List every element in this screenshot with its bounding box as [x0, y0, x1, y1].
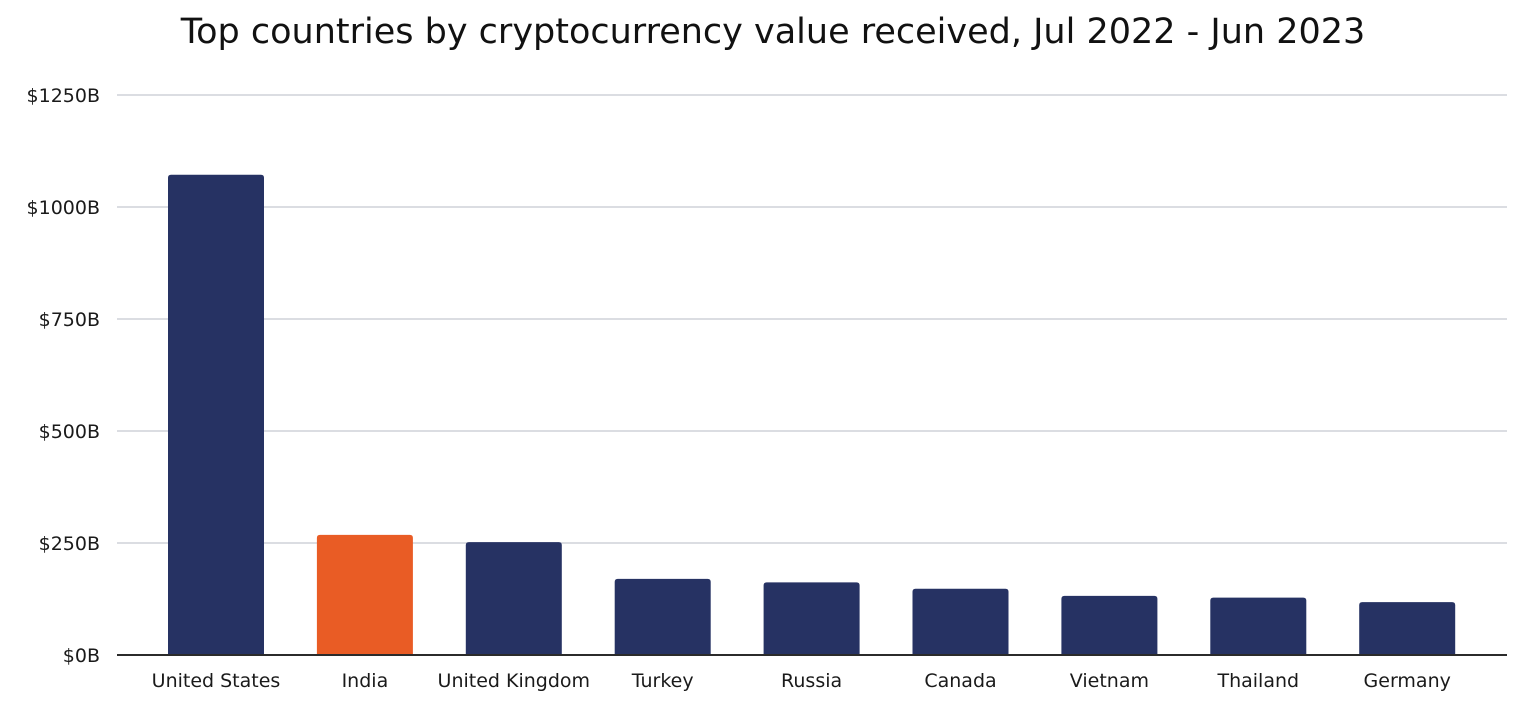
x-tick-label: Turkey: [631, 670, 694, 692]
x-tick-label: Thailand: [1216, 670, 1299, 692]
x-tick-label: India: [342, 670, 389, 692]
bar-united-kingdom: [465, 542, 562, 655]
y-tick-label: $1000B: [27, 197, 100, 219]
chart-title: Top countries by cryptocurrency value re…: [180, 12, 1366, 52]
bar-thailand: [1210, 597, 1307, 655]
gridlines: [117, 94, 1507, 544]
bar-canada: [912, 588, 1009, 655]
y-tick-label: $0B: [63, 645, 100, 667]
x-tick-label: Russia: [781, 670, 842, 692]
bar-turkey: [614, 578, 711, 655]
y-tick-label: $750B: [39, 309, 100, 331]
bar-vietnam: [1061, 595, 1158, 655]
bars: [168, 174, 1456, 655]
bar-united-states: [168, 174, 264, 655]
x-tick-label: United States: [152, 670, 281, 692]
y-tick-label: $250B: [39, 533, 100, 555]
x-tick-label: Germany: [1364, 670, 1451, 692]
bar-india: [316, 534, 413, 655]
bar-germany: [1359, 602, 1456, 655]
x-tick-label: Canada: [924, 670, 996, 692]
bar-russia: [763, 582, 860, 655]
y-axis-tick-labels: $0B $250B $500B $750B $1000B $1250B: [27, 85, 100, 667]
x-tick-label: United Kingdom: [438, 670, 591, 692]
y-tick-label: $500B: [39, 421, 100, 443]
y-tick-label: $1250B: [27, 85, 100, 107]
x-axis-category-labels: United States India United Kingdom Turkey Ru…: [152, 670, 1451, 692]
x-tick-label: Vietnam: [1070, 670, 1149, 692]
